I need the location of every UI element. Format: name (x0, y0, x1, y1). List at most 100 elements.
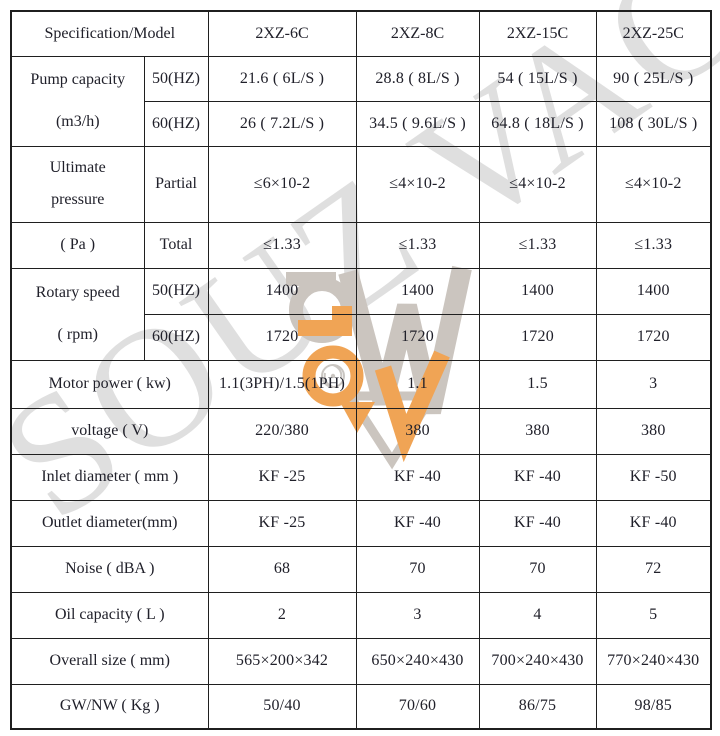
value-cell: 34.5 ( 9.6L/S ) (355, 100, 480, 147)
value-cell: ≤4×10-2 (355, 145, 480, 223)
pump-capacity-label-line2: (m3/h) (55, 113, 100, 130)
value-cell: 380 (478, 407, 597, 455)
model-header-cell: 2XZ-15C (478, 10, 597, 57)
value-cell: 380 (595, 407, 712, 455)
hz60-sublabel-cell: 60(HZ) (143, 313, 209, 361)
hz50-sublabel-cell: 50(HZ) (143, 55, 209, 102)
ultimate-pressure-label-cell: Ultimate pressure (10, 145, 145, 223)
value-cell: KF -40 (478, 499, 597, 547)
ultimate-pressure-label-line2: pressure (51, 191, 105, 208)
value-cell: ≤1.33 (355, 221, 480, 269)
value-cell: 64.8 ( 18L/S ) (478, 100, 597, 147)
value-cell: 650×240×430 (355, 637, 480, 685)
pump-capacity-label-cell: Pump capacity (m3/h) (10, 55, 145, 147)
row-label-cell: voltage ( V) (10, 407, 209, 455)
value-cell: KF -40 (595, 499, 712, 547)
value-cell: 98/85 (595, 683, 712, 730)
pa-unit-label-cell: ( Pa ) (10, 221, 145, 269)
rotary-speed-label-cell: Rotary speed ( rpm) (10, 267, 145, 361)
value-cell: 54 ( 15L/S ) (478, 55, 597, 102)
row-label-cell: Motor power ( kw) (10, 359, 209, 409)
row-label-cell: Noise ( dBA ) (10, 545, 209, 593)
outlet-diameter-row: Outlet diameter(mm) KF -25 KF -40 KF -40… (10, 499, 712, 547)
value-cell: 700×240×430 (478, 637, 597, 685)
value-cell: 1400 (207, 267, 357, 315)
value-cell: ≤6×10-2 (207, 145, 357, 223)
rotary-speed-50hz-row: Rotary speed ( rpm) 50(HZ) 1400 1400 140… (10, 267, 712, 361)
voltage-row: voltage ( V) 220/380 380 380 380 (10, 407, 712, 455)
value-cell: 1400 (355, 267, 480, 315)
inlet-diameter-row: Inlet diameter ( mm ) KF -25 KF -40 KF -… (10, 453, 712, 501)
value-cell: ≤4×10-2 (478, 145, 597, 223)
model-header-cell: 2XZ-25C (595, 10, 712, 57)
value-cell: 1.1(3PH)/1.5(1PH) (207, 359, 357, 409)
value-cell: 2 (207, 591, 357, 639)
model-header-cell: 2XZ-6C (207, 10, 357, 57)
value-cell: 1400 (478, 267, 597, 315)
value-cell: 1720 (355, 313, 480, 361)
value-cell: 380 (355, 407, 480, 455)
rotary-speed-label-line2: ( rpm) (57, 326, 98, 343)
value-cell: 4 (478, 591, 597, 639)
value-cell: 565×200×342 (207, 637, 357, 685)
value-cell: 70/60 (355, 683, 480, 730)
header-row: Specification/Model 2XZ-6C 2XZ-8C 2XZ-15… (10, 10, 712, 57)
value-cell: KF -40 (355, 453, 480, 501)
rotary-speed-label-line1: Rotary speed (35, 284, 120, 301)
overall-size-row: Overall size ( mm) 565×200×342 650×240×4… (10, 637, 712, 685)
row-label-cell: Overall size ( mm) (10, 637, 209, 685)
gw-nw-row: GW/NW ( Kg ) 50/40 70/60 86/75 98/85 (10, 683, 712, 730)
value-cell: 1.1 (355, 359, 480, 409)
value-cell: 28.8 ( 8L/S ) (355, 55, 480, 102)
row-label-cell: Oil capacity ( L ) (10, 591, 209, 639)
hz60-sublabel-cell: 60(HZ) (143, 100, 209, 147)
ultimate-pressure-label-line1: Ultimate (49, 159, 106, 176)
value-cell: 70 (355, 545, 480, 593)
partial-sublabel-cell: Partial (143, 145, 209, 223)
row-label-cell: Inlet diameter ( mm ) (10, 453, 209, 501)
value-cell: ≤4×10-2 (595, 145, 712, 223)
oil-capacity-row: Oil capacity ( L ) 2 3 4 5 (10, 591, 712, 639)
row-label-cell: Outlet diameter(mm) (10, 499, 209, 547)
ultimate-pressure-total-row: ( Pa ) Total ≤1.33 ≤1.33 ≤1.33 ≤1.33 (10, 221, 712, 269)
value-cell: ≤1.33 (595, 221, 712, 269)
pump-capacity-60hz-row: 60(HZ) 26 ( 7.2L/S ) 34.5 ( 9.6L/S ) 64.… (11, 100, 712, 147)
value-cell: 72 (595, 545, 712, 593)
ultimate-pressure-partial-row: Ultimate pressure Partial ≤6×10-2 ≤4×10-… (10, 145, 712, 223)
value-cell: ≤1.33 (478, 221, 597, 269)
spec-model-header-cell: Specification/Model (10, 10, 209, 57)
value-cell: KF -25 (207, 453, 357, 501)
value-cell: 86/75 (478, 683, 597, 730)
value-cell: 26 ( 7.2L/S ) (207, 100, 357, 147)
value-cell: 5 (595, 591, 712, 639)
value-cell: 3 (355, 591, 480, 639)
value-cell: 50/40 (207, 683, 357, 730)
value-cell: 68 (207, 545, 357, 593)
value-cell: 220/380 (207, 407, 357, 455)
value-cell: 1720 (207, 313, 357, 361)
row-label-cell: GW/NW ( Kg ) (10, 683, 209, 730)
value-cell: 1720 (478, 313, 597, 361)
value-cell: KF -50 (595, 453, 712, 501)
model-header-cell: 2XZ-8C (355, 10, 480, 57)
pump-capacity-50hz-row: Pump capacity (m3/h) 50(HZ) 21.6 ( 6L/S … (10, 55, 712, 147)
value-cell: KF -40 (355, 499, 480, 547)
value-cell: 1720 (595, 313, 712, 361)
specification-table: Specification/Model 2XZ-6C 2XZ-8C 2XZ-15… (10, 10, 713, 730)
hz50-sublabel-cell: 50(HZ) (143, 267, 209, 315)
value-cell: 108 ( 30L/S ) (595, 100, 712, 147)
value-cell: 90 ( 25L/S ) (595, 55, 712, 102)
value-cell: 1400 (595, 267, 712, 315)
value-cell: KF -25 (207, 499, 357, 547)
noise-row: Noise ( dBA ) 68 70 70 72 (10, 545, 712, 593)
total-sublabel-cell: Total (143, 221, 209, 269)
value-cell: KF -40 (478, 453, 597, 501)
value-cell: 3 (595, 359, 712, 409)
value-cell: ≤1.33 (207, 221, 357, 269)
value-cell: 770×240×430 (595, 637, 712, 685)
pump-capacity-label-line1: Pump capacity (30, 71, 126, 88)
value-cell: 21.6 ( 6L/S ) (207, 55, 357, 102)
motor-power-row: Motor power ( kw) 1.1(3PH)/1.5(1PH) 1.1 … (10, 359, 712, 409)
value-cell: 70 (478, 545, 597, 593)
